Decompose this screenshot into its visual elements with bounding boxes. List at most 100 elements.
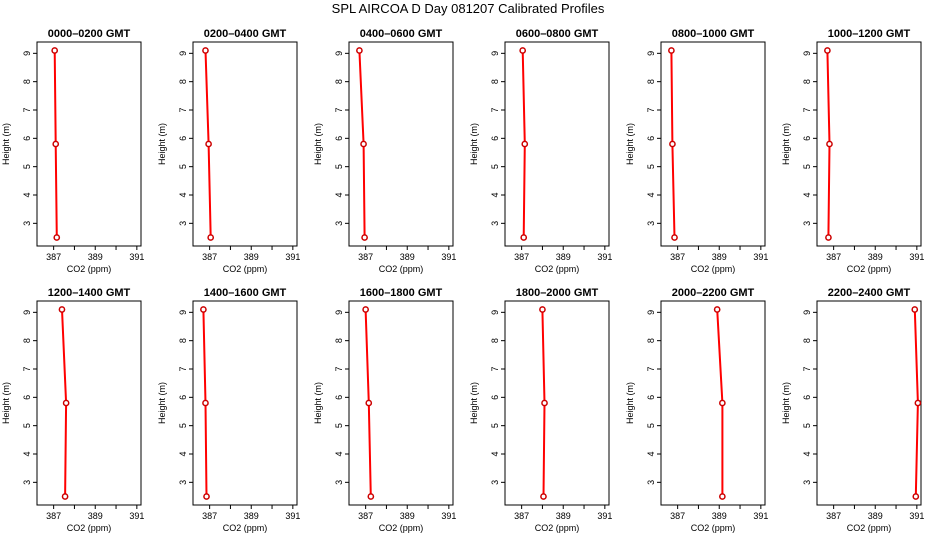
- data-point: [719, 399, 726, 407]
- y-axis-label: Height (m): [157, 382, 167, 424]
- y-tick-label: 9: [646, 310, 656, 315]
- y-tick-label: 5: [334, 164, 344, 169]
- y-tick-label: 4: [490, 451, 500, 456]
- y-tick-label: 7: [178, 107, 188, 112]
- y-tick-label: 9: [802, 310, 812, 315]
- y-tick-label: 5: [22, 423, 32, 428]
- y-tick-label: 8: [178, 79, 188, 84]
- y-tick-label: 3: [490, 480, 500, 485]
- data-point: [520, 234, 528, 241]
- y-tick-label: 6: [22, 136, 32, 141]
- x-axis-label: CO2 (ppm): [691, 264, 736, 274]
- panel-title: 0200–0400 GMT: [204, 28, 287, 40]
- y-axis-label: Height (m): [1, 382, 11, 424]
- x-axis-label: CO2 (ppm): [67, 264, 112, 274]
- y-tick-label: 6: [646, 136, 656, 141]
- y-tick-label: 5: [178, 423, 188, 428]
- y-tick-label: 8: [646, 79, 656, 84]
- x-tick-label: 389: [712, 511, 727, 521]
- y-tick-label: 3: [802, 221, 812, 226]
- data-point: [824, 47, 831, 54]
- x-tick-label: 391: [597, 252, 612, 262]
- data-point: [361, 234, 368, 241]
- x-tick-label: 387: [46, 252, 61, 262]
- y-tick-label: 7: [22, 366, 32, 371]
- data-point: [51, 47, 59, 54]
- x-tick-label: 391: [753, 511, 768, 521]
- data-point: [205, 140, 212, 148]
- y-tick-label: 9: [802, 51, 812, 56]
- data-point: [914, 399, 922, 407]
- panel-4: 0600–0800 GMT 387 389 391 3 4 5 6 7 8 9 CO2 (ppm) He…: [469, 28, 612, 274]
- y-tick-label: 9: [22, 51, 32, 56]
- y-tick-label: 4: [646, 192, 656, 197]
- y-tick-label: 9: [334, 310, 344, 315]
- y-tick-label: 6: [178, 136, 188, 141]
- x-tick-label: 387: [670, 252, 685, 262]
- x-tick-label: 391: [285, 252, 300, 262]
- y-tick-label: 8: [178, 338, 188, 343]
- panel-1: 0000–0200 GMT 387 389 391 3 4 5 6 7 8 9 CO2 (ppm) He…: [1, 28, 144, 274]
- x-tick-label: 389: [244, 252, 259, 262]
- x-tick-label: 389: [400, 252, 415, 262]
- y-tick-label: 6: [334, 136, 344, 141]
- x-tick-label: 389: [556, 511, 571, 521]
- plot-frame: [816, 41, 922, 247]
- y-axis-label: Height (m): [469, 123, 479, 165]
- x-tick-label: 389: [400, 511, 415, 521]
- data-point: [62, 399, 70, 407]
- data-point: [356, 47, 363, 54]
- y-tick-label: 3: [334, 480, 344, 485]
- y-tick-label: 4: [802, 451, 812, 456]
- x-axis-label: CO2 (ppm): [535, 523, 580, 533]
- y-tick-label: 9: [178, 51, 188, 56]
- data-point: [200, 306, 207, 313]
- data-point: [826, 140, 833, 148]
- y-tick-label: 7: [22, 107, 32, 112]
- y-tick-label: 9: [490, 51, 500, 56]
- y-tick-label: 8: [490, 338, 500, 343]
- x-tick-label: 387: [46, 511, 61, 521]
- data-point: [58, 306, 66, 313]
- plot-frame: [660, 300, 766, 506]
- x-tick-label: 387: [358, 511, 373, 521]
- x-tick-label: 391: [129, 252, 144, 262]
- x-tick-label: 391: [441, 511, 456, 521]
- x-tick-label: 391: [753, 252, 768, 262]
- y-tick-label: 4: [22, 192, 32, 197]
- data-point: [203, 493, 210, 500]
- plot-frame: [348, 300, 454, 506]
- x-tick-label: 387: [514, 252, 529, 262]
- y-tick-label: 5: [22, 164, 32, 169]
- panel-title: 1200–1400 GMT: [48, 287, 131, 299]
- y-axis-label: Height (m): [781, 382, 791, 424]
- data-point: [365, 399, 373, 407]
- panel-5: 0800–1000 GMT 387 389 391 3 4 5 6 7 8 9 CO2 (ppm) He…: [625, 28, 768, 274]
- panel-title: 0600–0800 GMT: [516, 28, 599, 40]
- y-tick-label: 7: [334, 366, 344, 371]
- data-point: [53, 234, 61, 241]
- data-point: [668, 47, 675, 54]
- y-tick-label: 8: [22, 79, 32, 84]
- y-tick-label: 3: [646, 480, 656, 485]
- y-tick-label: 4: [490, 192, 500, 197]
- y-tick-label: 7: [490, 366, 500, 371]
- y-tick-label: 8: [646, 338, 656, 343]
- x-axis-label: CO2 (ppm): [847, 264, 892, 274]
- x-tick-label: 387: [202, 511, 217, 521]
- x-axis-label: CO2 (ppm): [535, 264, 580, 274]
- data-point: [912, 493, 920, 500]
- data-point: [360, 140, 367, 148]
- y-axis-label: Height (m): [313, 123, 323, 165]
- data-point: [202, 399, 209, 407]
- y-tick-label: 9: [646, 51, 656, 56]
- y-tick-label: 7: [334, 107, 344, 112]
- y-tick-label: 3: [22, 480, 32, 485]
- y-axis-label: Height (m): [625, 382, 635, 424]
- x-tick-label: 391: [909, 511, 924, 521]
- plot-frame: [36, 300, 142, 506]
- x-axis-label: CO2 (ppm): [379, 264, 424, 274]
- data-point: [539, 306, 546, 313]
- data-point: [519, 47, 527, 54]
- plot-frame: [348, 41, 454, 247]
